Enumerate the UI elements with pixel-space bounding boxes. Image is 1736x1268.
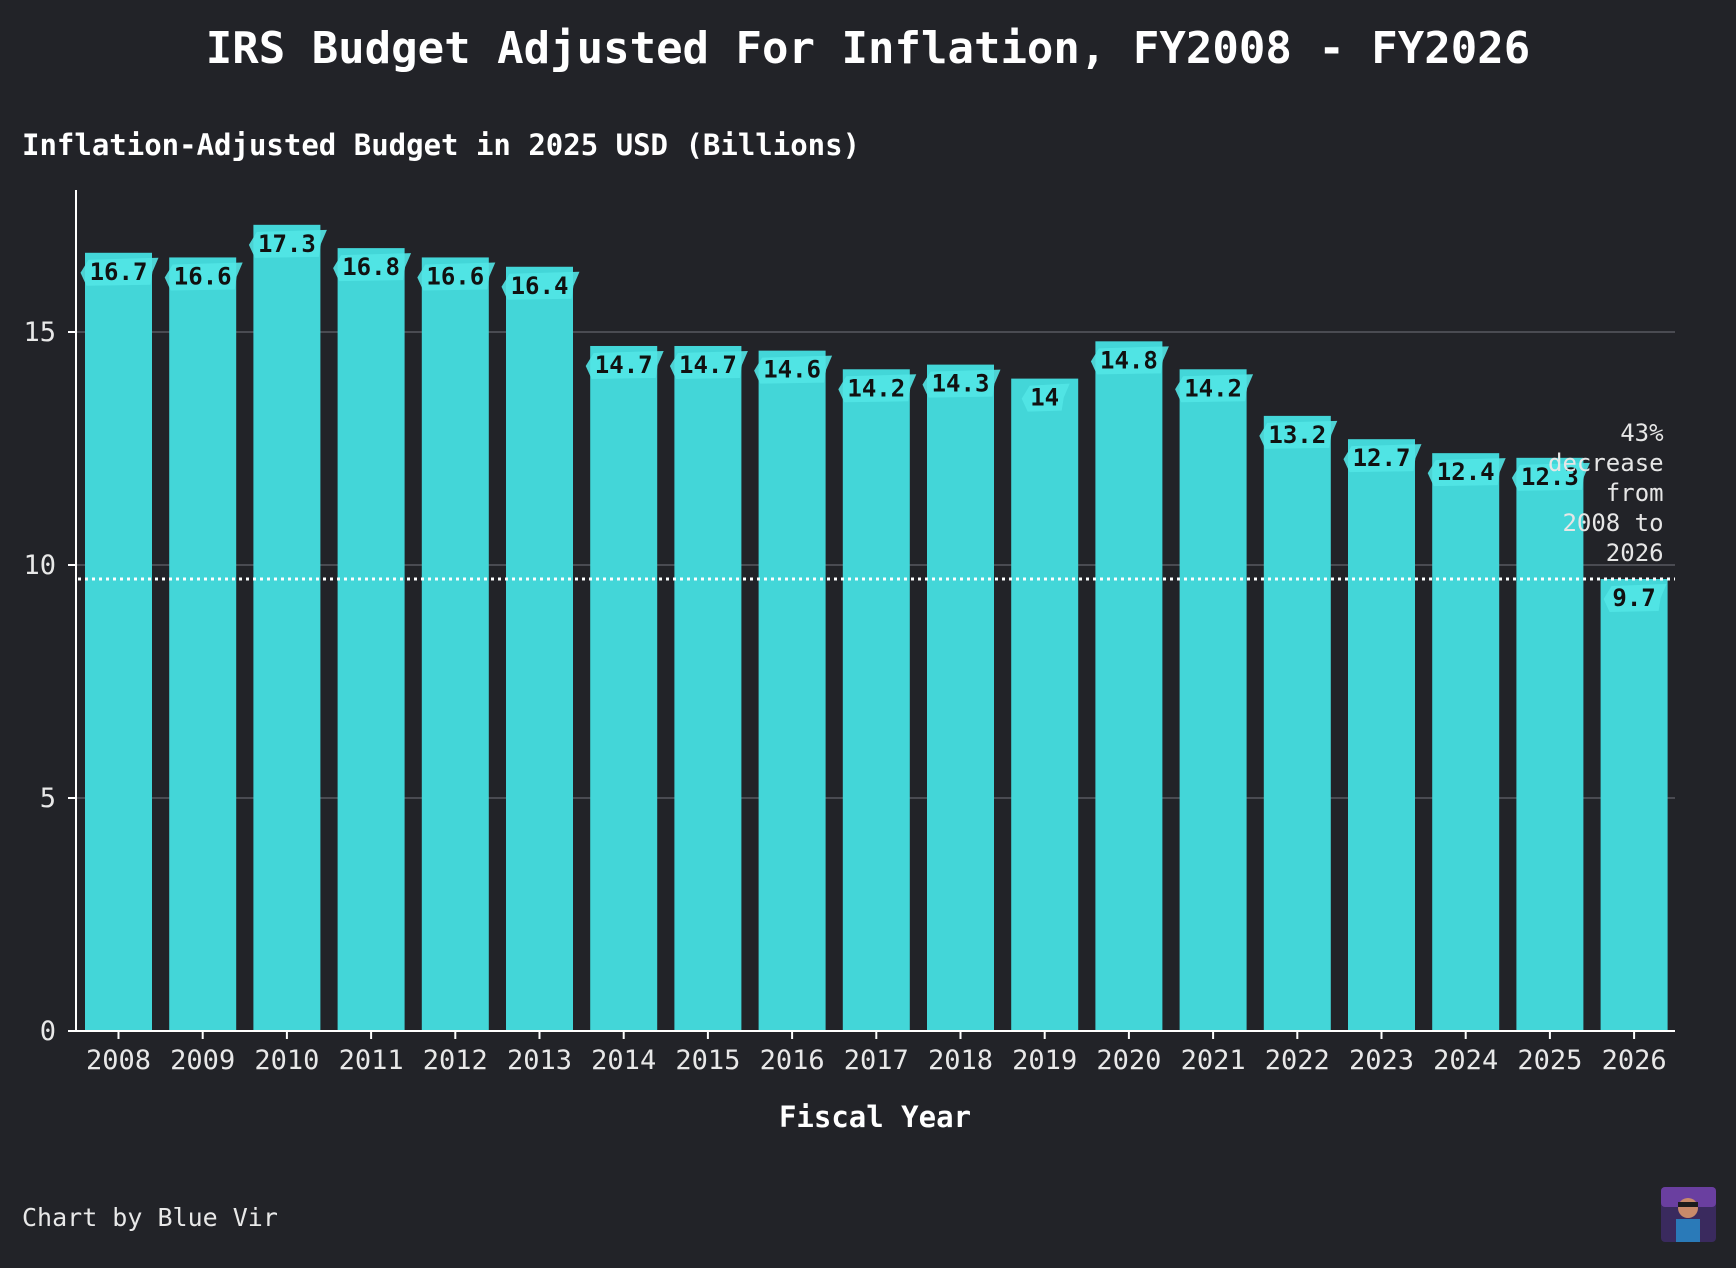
data-label-badge: [838, 374, 917, 403]
bar-2022: [1263, 415, 1331, 1031]
bar-2024: [1432, 453, 1500, 1031]
y-axis-ticks: 0 5 10 15: [23, 317, 76, 1047]
x-tick-label: 2008: [86, 1045, 151, 1076]
avatar-icon: [1661, 1187, 1716, 1242]
data-label-2009: 16.6: [174, 262, 232, 290]
y-tick-label: 0: [40, 1016, 56, 1047]
data-label-2012: 16.6: [426, 262, 484, 290]
data-label-2025: 12.3: [1521, 463, 1579, 491]
data-label-badge: [80, 257, 159, 286]
annotation-line: decrease: [1548, 449, 1664, 477]
x-tick-label: 2015: [675, 1045, 740, 1076]
y-tick-label: 10: [23, 550, 56, 581]
x-tick-label: 2024: [1433, 1045, 1498, 1076]
x-tick-label: 2017: [844, 1045, 909, 1076]
bar-2009: [169, 257, 237, 1031]
x-tick-label: 2021: [1181, 1045, 1246, 1076]
bar-2019: [1011, 378, 1079, 1032]
data-label-badge: [1511, 462, 1590, 491]
data-label-badge: [164, 262, 243, 291]
x-tick-label: 2019: [1012, 1045, 1077, 1076]
data-label-2015: 14.7: [679, 351, 737, 379]
x-tick-label: 2012: [423, 1045, 488, 1076]
data-label-badge: [1259, 420, 1338, 449]
x-tick-label: 2026: [1602, 1045, 1667, 1076]
data-label-badge: [1427, 458, 1506, 487]
x-tick-label: 2011: [339, 1045, 404, 1076]
data-label-badge: [417, 262, 496, 291]
bars: [85, 224, 1668, 1032]
data-label-2019: 14: [1030, 384, 1059, 412]
annotation-line: 43%: [1620, 419, 1664, 447]
x-tick-label: 2020: [1096, 1045, 1161, 1076]
x-axis-ticks: 2008 2009 2010 2011 2012 2013 2014 2015 2016 2017…: [86, 1031, 1667, 1076]
annotation-line: 2026: [1606, 539, 1664, 567]
data-label-badge: [585, 350, 664, 379]
data-label-2011: 16.8: [342, 253, 400, 281]
data-label-2014: 14.7: [595, 351, 653, 379]
bar-2014: [590, 345, 658, 1032]
data-label-badge: [1343, 444, 1422, 473]
y-tick-label: 15: [23, 317, 56, 348]
annotation-line: 2008 to: [1562, 509, 1663, 537]
data-label-badge: [248, 229, 327, 258]
data-label-2020: 14.8: [1100, 346, 1158, 374]
bar-2012: [421, 257, 489, 1031]
bar-2018: [927, 364, 994, 1031]
x-axis-title: Fiscal Year: [779, 1100, 971, 1134]
x-tick-label: 2023: [1349, 1045, 1414, 1076]
data-label-badge: [922, 369, 1001, 398]
x-tick-label: 2022: [1265, 1045, 1330, 1076]
data-label-2013: 16.4: [511, 272, 569, 300]
x-tick-label: 2010: [254, 1045, 319, 1076]
bar-2021: [1179, 369, 1247, 1031]
bar-2020: [1095, 341, 1163, 1031]
data-label-2024: 12.4: [1437, 458, 1495, 486]
data-label-2022: 13.2: [1268, 421, 1326, 449]
data-label-2010: 17.3: [258, 230, 316, 258]
data-label-badge: [1175, 374, 1254, 403]
data-label-badge: [754, 355, 833, 384]
bar-2017: [842, 369, 910, 1031]
data-label-badge: [669, 350, 748, 379]
data-label-badge: [1021, 383, 1070, 412]
data-label-2026: 9.7: [1612, 584, 1655, 612]
data-label-badge: [333, 253, 412, 282]
data-label-2008: 16.7: [90, 258, 148, 286]
bar-2013: [506, 266, 573, 1031]
x-tick-label: 2014: [591, 1045, 656, 1076]
x-tick-label: 2018: [928, 1045, 993, 1076]
bar-2025: [1516, 457, 1584, 1031]
x-tick-label: 2013: [507, 1045, 572, 1076]
data-label-2017: 14.2: [847, 374, 905, 402]
x-tick-label: 2016: [760, 1045, 825, 1076]
data-label-2023: 12.7: [1353, 444, 1411, 472]
bar-2023: [1348, 439, 1415, 1031]
bar-2026: [1600, 578, 1668, 1031]
bar-2008: [85, 252, 152, 1031]
data-label-badge: [1090, 346, 1169, 375]
y-axis-title: Inflation-Adjusted Budget in 2025 USD (B…: [22, 128, 860, 162]
annotation-line: from: [1606, 479, 1664, 507]
data-label-badge: [501, 271, 580, 300]
data-label-badge: [1603, 583, 1667, 612]
x-tick-label: 2009: [170, 1045, 235, 1076]
data-label-2021: 14.2: [1184, 374, 1242, 402]
chart-credit: Chart by Blue Vir: [22, 1203, 278, 1232]
data-label-2018: 14.3: [932, 370, 990, 398]
x-tick-label: 2025: [1517, 1045, 1582, 1076]
data-labels: 16.7 16.6 17.3 16.8 16.6 16.4 14.7 14.7 14.6 14.2…: [80, 229, 1667, 612]
bar-2010: [253, 224, 321, 1031]
y-tick-label: 5: [40, 783, 56, 814]
chart-title: IRS Budget Adjusted For Inflation, FY200…: [206, 23, 1531, 74]
data-label-2016: 14.6: [763, 356, 821, 384]
bar-2015: [674, 345, 742, 1032]
bar-2016: [758, 350, 826, 1031]
bar-2011: [337, 248, 405, 1031]
